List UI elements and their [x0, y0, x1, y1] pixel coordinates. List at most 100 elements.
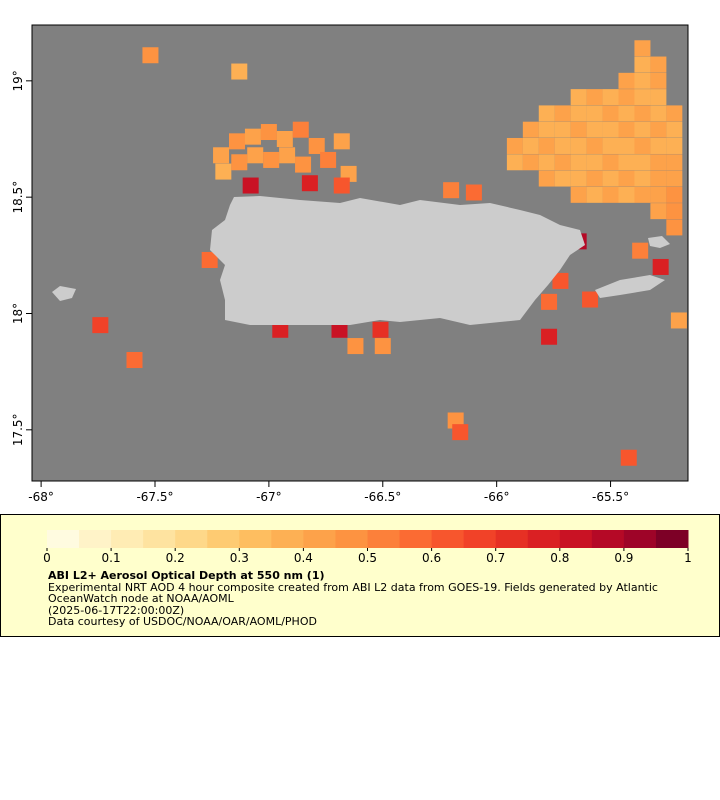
aod-cell	[602, 121, 619, 138]
aod-cell	[618, 89, 635, 106]
aod-cell	[666, 186, 683, 203]
aod-cell	[634, 186, 651, 203]
aod-cell	[670, 312, 687, 329]
aod-cell	[570, 186, 587, 203]
culebra	[648, 236, 670, 248]
y-tick-label: 19°	[11, 70, 25, 91]
aod-cell	[538, 154, 555, 171]
colorbar-segment	[431, 530, 465, 548]
aod-cell	[260, 124, 277, 141]
aod-cell	[552, 272, 569, 289]
colorbar-tick-label: 1	[684, 551, 692, 565]
aod-cell	[242, 177, 259, 194]
colorbar-segment	[527, 530, 561, 548]
colorbar-tick-label: 0.3	[230, 551, 249, 565]
caption-timestamp: (2025-06-17T22:00:00Z)	[48, 603, 185, 617]
aod-cell	[650, 154, 667, 171]
aod-cell	[602, 186, 619, 203]
colorbar-segment	[303, 530, 336, 548]
aod-cell	[618, 186, 635, 203]
colorbar-segment	[591, 530, 625, 548]
aod-cell	[634, 121, 651, 138]
aod-cell	[634, 137, 651, 154]
aod-cell	[586, 154, 603, 171]
colorbar-segment	[239, 530, 272, 548]
aod-cell	[634, 40, 651, 57]
aod-cell	[333, 177, 350, 194]
aod-cell	[215, 163, 232, 180]
aod-cell	[231, 63, 248, 80]
aod-cell	[582, 291, 599, 308]
caption-title: ABI L2+ Aerosol Optical Depth at 550 nm …	[48, 569, 325, 582]
colorbar-tick-label: 0.5	[358, 551, 377, 565]
aod-cell	[602, 105, 619, 122]
aod-cell	[618, 137, 635, 154]
aod-cell	[620, 449, 637, 466]
aod-cell	[632, 242, 649, 259]
colorbar-segment	[175, 530, 208, 548]
aod-cell	[272, 321, 289, 338]
vieques	[595, 275, 665, 298]
aod-cell	[650, 105, 667, 122]
aod-cell	[554, 154, 571, 171]
aod-cell	[602, 89, 619, 106]
aod-cell	[522, 154, 539, 171]
aod-cell	[276, 131, 293, 147]
colorbar-tick-label: 0.7	[486, 551, 505, 565]
aod-cell	[229, 133, 245, 150]
aod-cell	[602, 154, 619, 171]
aod-cell	[570, 137, 587, 154]
aod-cell	[522, 121, 539, 138]
colorbar-segment	[559, 530, 593, 548]
aod-cell	[634, 89, 651, 106]
aod-cell	[374, 338, 391, 355]
aod-cell	[201, 251, 218, 268]
aod-cell	[634, 56, 651, 73]
aod-cell	[554, 121, 571, 138]
aod-cell	[570, 105, 587, 122]
aod-cell	[634, 72, 651, 89]
aod-cell	[295, 156, 312, 173]
aod-cell	[602, 137, 619, 154]
aod-cell	[586, 137, 603, 154]
aod-cell	[506, 137, 523, 154]
aod-cell	[634, 170, 651, 187]
aod-cell	[650, 203, 667, 220]
aod-cell	[320, 151, 337, 168]
aod-cell	[247, 147, 264, 164]
caption-description: Experimental NRT AOD 4 hour composite cr…	[48, 580, 658, 605]
aod-cell	[666, 121, 683, 138]
aod-cell	[538, 121, 555, 138]
aod-cell	[522, 137, 539, 154]
aod-cell	[538, 137, 555, 154]
aod-cell	[618, 72, 635, 89]
aod-cell	[602, 170, 619, 187]
aod-cell	[650, 137, 667, 154]
aod-cell	[263, 151, 280, 168]
aod-cell	[666, 219, 683, 236]
colorbar-segment	[207, 530, 240, 548]
aod-cell	[618, 105, 635, 122]
aod-cell	[331, 321, 348, 338]
aod-cell	[650, 56, 667, 73]
aod-cell	[634, 154, 651, 171]
aod-cell	[634, 105, 651, 122]
aod-cell	[142, 47, 159, 64]
colorbar-tick-label: 0.4	[294, 551, 313, 565]
colorbar-tick-label: 0.2	[166, 551, 185, 565]
aod-cell	[443, 182, 460, 199]
aod-cell	[666, 105, 683, 122]
aod-cell	[279, 147, 296, 164]
aod-cell	[570, 121, 587, 138]
aod-cell	[541, 293, 558, 310]
colorbar-segment	[47, 530, 80, 548]
aod-cell	[308, 137, 325, 154]
aod-cell	[347, 338, 364, 355]
x-tick-label: -66.5°	[364, 490, 401, 504]
aod-cell	[618, 121, 635, 138]
aod-cells	[92, 40, 687, 466]
colorbar-tick-label: 0.1	[102, 551, 121, 565]
colorbar-segment	[271, 530, 304, 548]
aod-cell	[372, 321, 389, 338]
